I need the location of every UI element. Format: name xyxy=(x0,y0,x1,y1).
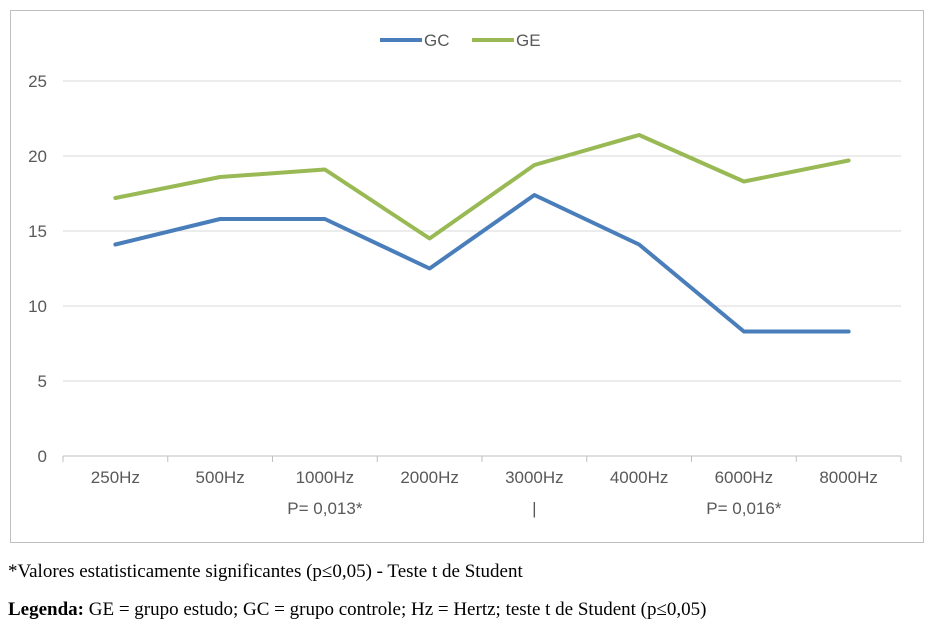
footnote: *Valores estatisticamente significantes … xyxy=(8,561,523,582)
x-tick-label: 500Hz xyxy=(196,468,245,487)
p-value-annotation: P= 0,016* xyxy=(706,499,782,518)
p-value-annotation: | xyxy=(532,499,536,518)
y-tick-label: 5 xyxy=(38,372,47,391)
legend-note: Legenda: GE = grupo estudo; GC = grupo c… xyxy=(8,599,706,621)
x-tick-label: 250Hz xyxy=(91,468,140,487)
x-tick-label: 6000Hz xyxy=(715,468,774,487)
series-line-gc xyxy=(113,193,851,334)
x-tick-label: 2000Hz xyxy=(400,468,459,487)
y-tick-label: 15 xyxy=(28,222,47,241)
x-tick-label: 1000Hz xyxy=(296,468,355,487)
y-tick-label: 10 xyxy=(28,297,47,316)
x-tick-label: 4000Hz xyxy=(610,468,669,487)
x-tick-label: 8000Hz xyxy=(819,468,878,487)
legend-note-label: Legenda: xyxy=(8,599,84,620)
p-value-annotation: P= 0,013* xyxy=(287,499,363,518)
x-tick-label: 3000Hz xyxy=(505,468,564,487)
chart-frame: 0 5 10 15 20 25 250Hz 500Hz 1000Hz 2000Hz 3000Hz 40… xyxy=(10,10,924,543)
y-tick-label: 25 xyxy=(28,72,47,91)
y-tick-label: 0 xyxy=(38,447,47,466)
legend-label-ge: GE xyxy=(516,31,541,50)
line-chart: 0 5 10 15 20 25 250Hz 500Hz 1000Hz 2000Hz 3000Hz 40… xyxy=(28,31,902,518)
y-tick-label: 20 xyxy=(28,147,47,166)
legend-label-gc: GC xyxy=(424,31,450,50)
legend-note-text: GE = grupo estudo; GC = grupo controle; … xyxy=(84,599,707,620)
series-line-ge xyxy=(113,133,851,241)
